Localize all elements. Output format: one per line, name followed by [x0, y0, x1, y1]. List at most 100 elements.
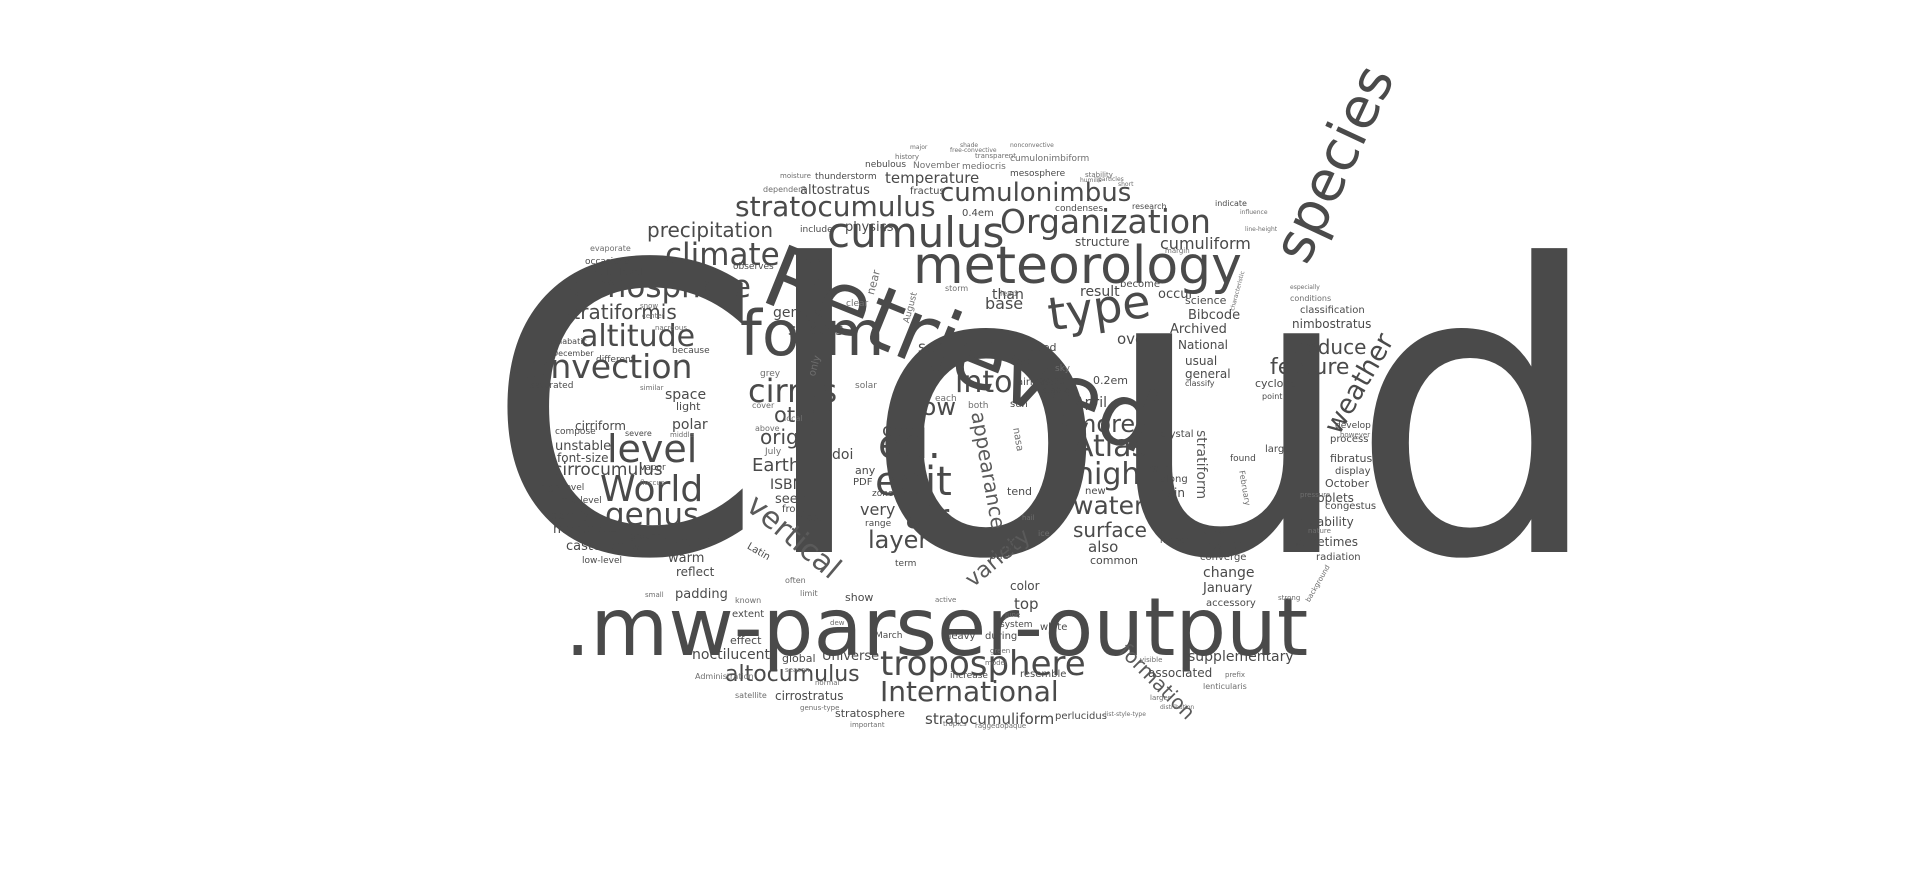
word-ice: ice [1038, 529, 1050, 538]
word-cirrostratus: cirrostratus [775, 689, 844, 703]
word-sky: sky [1055, 364, 1070, 374]
word-humilis: humilis [1080, 177, 1102, 184]
word-above: above [755, 424, 780, 433]
word-ed: ed. [878, 422, 941, 468]
word-congestus: congestus [1325, 501, 1377, 512]
word-small: small [645, 591, 664, 599]
word-snow: snow [640, 302, 659, 310]
word-solar: solar [855, 381, 877, 391]
word-resemble: resemble [1020, 669, 1067, 680]
word-strong: strong [1278, 594, 1301, 602]
word-fog: fog [1012, 354, 1032, 368]
word-free-convective: free-convective [950, 147, 997, 154]
word-adiabatic: adiabatic [550, 337, 587, 346]
word-common: common [1090, 554, 1138, 567]
word-cool: cool [882, 420, 919, 441]
word-model: model [985, 659, 1007, 667]
word-stratocumulus: stratocumulus [735, 190, 936, 223]
word-become: become [1120, 279, 1161, 290]
word-ground: ground [630, 532, 662, 542]
word-atlas: Atlas [1073, 429, 1148, 464]
word-mid-level: mid-level [560, 496, 602, 506]
word-than: than [992, 287, 1024, 303]
word-major: major [910, 144, 928, 151]
word-result: result [1080, 284, 1120, 300]
word-cloud-main: Cloud [485, 182, 1604, 647]
word-green: green [990, 647, 1011, 655]
word-effect: effect [730, 634, 762, 647]
word-stratus: stratus [788, 320, 844, 339]
word-sometimes: sometimes [1292, 535, 1359, 549]
word-prefix: prefix [1225, 671, 1246, 679]
word-cirrocumulus: cirrocumulus [553, 460, 663, 480]
word-occasional: occasional [585, 257, 633, 267]
word-display: display [1335, 466, 1371, 477]
word-march: March [875, 631, 903, 641]
word-extent: extent [732, 609, 765, 620]
word-origin: origin [760, 425, 817, 449]
word-0-4em: 0.4em [962, 208, 994, 219]
word-list-style-type: list-style-type [1105, 711, 1146, 718]
word-convection: convection [512, 347, 693, 386]
word-instability: instability [1295, 515, 1354, 529]
word-top: top [1014, 595, 1039, 613]
word-high-level: high-level [540, 483, 585, 493]
word-process: process [1330, 434, 1369, 445]
word-heavy: heavy [945, 631, 976, 642]
word-severe: severe [625, 429, 652, 438]
word-clear: clear [846, 299, 869, 309]
word-opaque: opaque [1000, 722, 1027, 730]
word-lenticularis: lenticularis [1203, 682, 1247, 691]
word-local: local [784, 414, 803, 423]
word-fractus: fractus [910, 186, 945, 197]
word-used: used [1030, 341, 1057, 354]
word-cumulonimbiform: cumulonimbiform [1010, 154, 1090, 164]
word-larger: larger [1150, 694, 1171, 702]
word-include: include [800, 225, 833, 235]
word-lift: lift [1000, 539, 1017, 554]
word-cause: cause [1203, 523, 1242, 538]
word-along: along [1160, 474, 1188, 485]
word-distribution: distribution [1160, 704, 1195, 711]
word-altostratus: altostratus [800, 183, 870, 198]
word-june: June [1005, 611, 1021, 619]
word-line-height: line-height [1245, 226, 1278, 233]
word-short: short [1118, 181, 1134, 188]
word-crystal: crystal [1160, 429, 1194, 440]
word-active: active [935, 596, 957, 604]
word-season: season [785, 666, 810, 674]
word-classification: classification [1300, 305, 1365, 316]
word-hail: hail [1022, 514, 1035, 522]
word-known: known [735, 596, 762, 605]
word-stratosphere: stratosphere [835, 707, 905, 720]
word-more: more [1073, 410, 1136, 438]
word-usual: usual [1185, 354, 1218, 368]
word-range: range [865, 519, 892, 529]
word-unstable: unstable [555, 439, 612, 454]
word-sun: sun [1010, 399, 1028, 410]
word-atmosphere: atmosphere [565, 269, 751, 305]
word-over: over [1117, 330, 1151, 348]
word-converge: converge [1200, 552, 1247, 563]
word-white: white [1040, 622, 1068, 633]
word-base: base [985, 294, 1024, 313]
word-water: water [1073, 491, 1145, 520]
word-administration: Administration [695, 672, 754, 681]
word-stable: stable [1042, 386, 1070, 396]
word-compose: compose [555, 427, 596, 437]
word-observes: observes [733, 262, 774, 272]
word-higher: higher [1160, 536, 1189, 546]
word-fibratus: fibratus [1330, 452, 1373, 465]
word-conditions: conditions [1290, 294, 1332, 303]
word-occur: occur [1158, 287, 1194, 302]
word-thunderstorm: thunderstorm [815, 172, 877, 182]
word-however: however [1340, 431, 1371, 439]
word-multi-level: multi-level [590, 267, 643, 278]
word-mostly: mostly [662, 534, 710, 550]
word-december: December [552, 349, 594, 358]
word-most: most [795, 511, 823, 524]
word-space: space [665, 387, 707, 403]
word-important: important [850, 721, 885, 729]
word-reflect: reflect [676, 565, 715, 579]
